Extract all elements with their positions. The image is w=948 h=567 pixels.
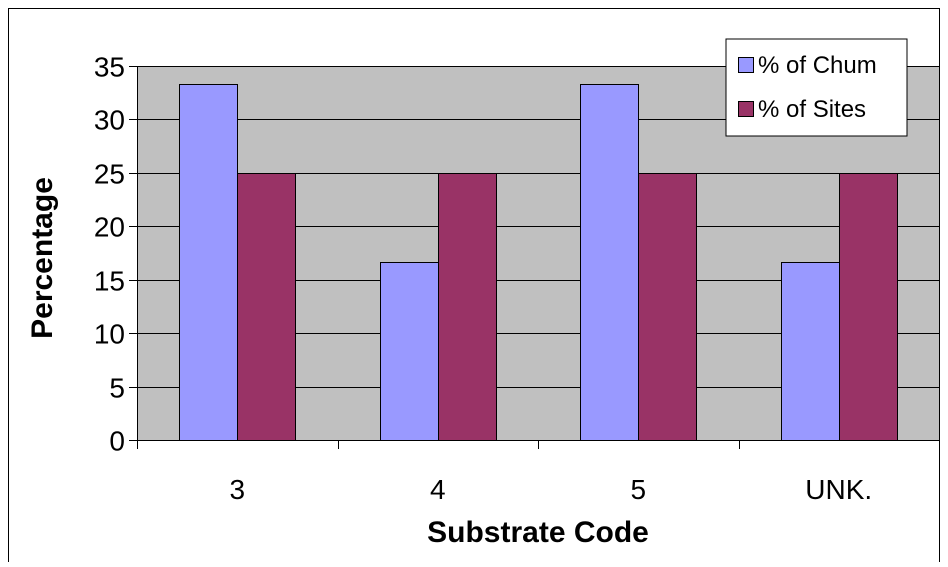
y-tick-label: 35 — [94, 52, 125, 83]
bar-chum-3 — [781, 262, 840, 441]
y-tick-label: 30 — [94, 105, 125, 136]
chart-frame — [8, 8, 940, 562]
legend-swatch — [738, 57, 754, 73]
y-axis-title: Percentage — [26, 177, 59, 339]
y-tick-label: 0 — [109, 426, 125, 457]
legend-label: % of Sites — [758, 96, 866, 123]
bar-chum-2 — [580, 84, 639, 441]
legend-swatch — [738, 101, 754, 117]
y-tick-labels: 0 5 10 15 20 25 30 35 — [94, 52, 125, 457]
x-tick-label: 3 — [229, 474, 245, 505]
bar-sites-2 — [638, 173, 697, 441]
legend-label: % of Chum — [758, 52, 877, 79]
bar-sites-0 — [237, 173, 296, 441]
x-tick-label: UNK. — [805, 474, 872, 505]
bar-sites-3 — [839, 173, 898, 441]
bars — [179, 84, 898, 441]
legend-box — [725, 38, 908, 137]
x-tick-label: 4 — [430, 474, 446, 505]
legend: % of Chum % of Sites — [725, 38, 908, 137]
y-tick-label: 15 — [94, 266, 125, 297]
x-tick-label: 5 — [630, 474, 646, 505]
bar-sites-1 — [438, 173, 497, 441]
x-tick-labels: 3 4 5 UNK. — [229, 474, 872, 505]
axes — [129, 66, 940, 449]
y-tick-label: 10 — [94, 319, 125, 350]
bar-chum-0 — [179, 84, 238, 441]
bar-chum-1 — [380, 262, 439, 441]
y-tick-label: 5 — [109, 373, 125, 404]
x-axis-title: Substrate Code — [427, 516, 649, 549]
y-tick-label: 25 — [94, 159, 125, 190]
y-tick-label: 20 — [94, 212, 125, 243]
